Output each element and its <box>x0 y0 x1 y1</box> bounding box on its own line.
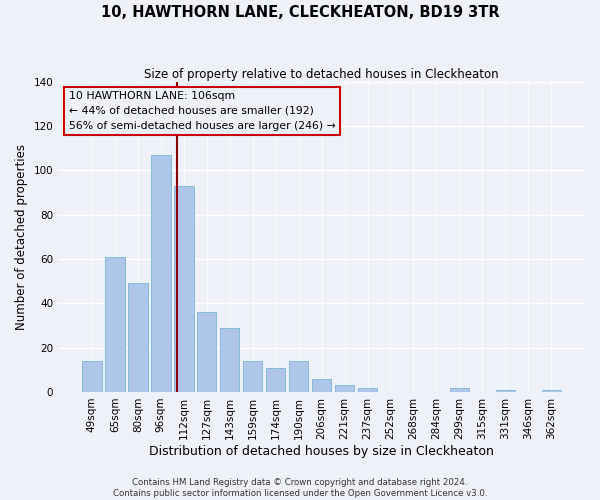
Bar <box>496 390 515 392</box>
X-axis label: Distribution of detached houses by size in Cleckheaton: Distribution of detached houses by size … <box>149 444 494 458</box>
Bar <box>220 328 239 392</box>
Text: 10 HAWTHORN LANE: 106sqm
← 44% of detached houses are smaller (192)
56% of semi-: 10 HAWTHORN LANE: 106sqm ← 44% of detach… <box>69 91 335 130</box>
Text: Contains HM Land Registry data © Crown copyright and database right 2024.
Contai: Contains HM Land Registry data © Crown c… <box>113 478 487 498</box>
Bar <box>449 388 469 392</box>
Bar <box>105 257 125 392</box>
Text: 10, HAWTHORN LANE, CLECKHEATON, BD19 3TR: 10, HAWTHORN LANE, CLECKHEATON, BD19 3TR <box>101 5 499 20</box>
Bar <box>174 186 194 392</box>
Bar <box>82 361 101 392</box>
Bar <box>335 386 355 392</box>
Bar <box>358 388 377 392</box>
Bar <box>289 361 308 392</box>
Bar <box>542 390 561 392</box>
Bar <box>151 155 170 392</box>
Title: Size of property relative to detached houses in Cleckheaton: Size of property relative to detached ho… <box>144 68 499 80</box>
Bar <box>197 312 217 392</box>
Bar <box>243 361 262 392</box>
Bar <box>128 284 148 392</box>
Bar <box>266 368 286 392</box>
Bar <box>312 378 331 392</box>
Y-axis label: Number of detached properties: Number of detached properties <box>15 144 28 330</box>
